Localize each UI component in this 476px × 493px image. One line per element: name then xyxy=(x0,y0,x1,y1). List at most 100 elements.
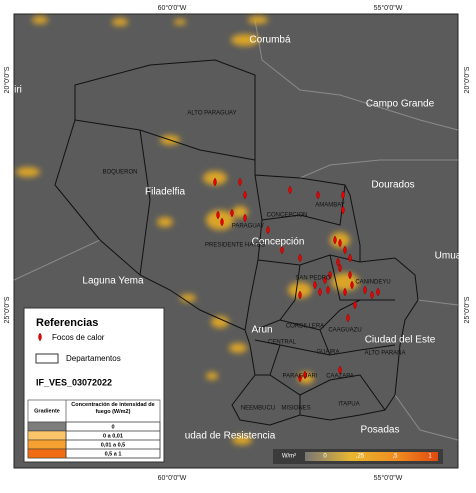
fire-marker xyxy=(298,373,302,383)
place-label: iri xyxy=(14,85,22,96)
foreign-borders xyxy=(13,19,459,441)
place-label: Arun xyxy=(251,325,272,336)
place-label: udad de Resistencia xyxy=(185,431,276,442)
heat-glow xyxy=(288,282,312,298)
legend-item: Focos de calor xyxy=(52,333,105,342)
fire-marker xyxy=(348,270,352,280)
scale-label: 0 xyxy=(323,454,327,460)
color-scale: W/m² 0 ,25 ,5 1 xyxy=(273,449,443,464)
row-cell xyxy=(65,448,161,459)
fire-marker xyxy=(348,253,352,263)
place-label: Campo Grande xyxy=(366,99,435,110)
department-label: MISIONES xyxy=(281,406,310,412)
place-label: Posadas xyxy=(361,425,400,436)
fire-marker xyxy=(370,290,374,300)
coord-label: 25°0'0"S xyxy=(3,296,11,323)
heat-glow xyxy=(206,210,234,230)
fire-marker xyxy=(213,177,217,187)
fire-marker xyxy=(238,177,242,187)
table-row-label: 0 a 0,01 xyxy=(103,433,123,439)
department-label: CANINDEYU xyxy=(355,280,390,286)
gradient-swatch xyxy=(27,430,67,441)
coord-label: 60°0'0"W xyxy=(158,474,187,482)
fire-marker xyxy=(336,257,340,267)
table-row-label: 0,5 a 1 xyxy=(105,451,122,457)
place-label: Concepción xyxy=(252,237,305,248)
table-row-label: 0 xyxy=(111,424,114,430)
fire-marker xyxy=(220,217,224,227)
fire-marker xyxy=(280,245,284,255)
legend-layer: IF_VES_03072022 xyxy=(36,377,112,387)
fire-marker xyxy=(298,253,302,263)
department-label: BOQUERON xyxy=(102,170,137,176)
place-label: Ciudad del Este xyxy=(365,335,436,346)
fire-marker xyxy=(303,370,307,380)
coord-label: 60°0'0"W xyxy=(158,4,187,12)
scale-label: ,25 xyxy=(356,454,365,460)
fire-marker xyxy=(230,208,234,218)
department-label: ITAPUA xyxy=(338,402,359,408)
fire-marker xyxy=(313,280,317,290)
fire-marker xyxy=(338,365,342,375)
heat-glow xyxy=(229,343,247,353)
fire-marker xyxy=(243,190,247,200)
table-header: Concentración de intensidad de fuego (W/… xyxy=(71,402,155,415)
fire-markers xyxy=(213,177,380,383)
fire-marker xyxy=(326,285,330,295)
fire-marker xyxy=(266,225,270,235)
heat-glow xyxy=(231,34,259,46)
heat-glow xyxy=(32,16,48,24)
legend-title: Referencias xyxy=(36,317,98,329)
place-label: Laguna Yema xyxy=(82,276,144,287)
department-label: ALTO PARANA xyxy=(364,351,405,357)
fire-marker xyxy=(341,205,345,215)
heat-glow xyxy=(232,206,248,218)
department-label: ALTO PARAGUAY xyxy=(187,111,236,117)
fire-marker xyxy=(333,235,337,245)
fire-marker xyxy=(216,210,220,220)
fire-marker xyxy=(323,275,327,285)
fire-marker xyxy=(318,287,322,297)
coord-label: 55°0'0"W xyxy=(374,474,403,482)
place-label: Dourados xyxy=(371,180,414,191)
fire-marker xyxy=(298,290,302,300)
department-label: CONCEPCION xyxy=(267,213,308,219)
department-label: PARAGUARI xyxy=(283,374,318,380)
table-header: Gradiente xyxy=(34,408,60,414)
table-row-label: 0,01 a 0,5 xyxy=(101,442,125,448)
fire-marker xyxy=(328,270,332,280)
fire-marker xyxy=(288,185,292,195)
scale-label: ,5 xyxy=(392,454,398,460)
coord-label: 20°0'0"S xyxy=(3,66,11,93)
heat-glow xyxy=(16,167,40,177)
gradient-swatch xyxy=(27,421,67,432)
department-label: CAAGUAZU xyxy=(328,328,361,334)
heat-glow xyxy=(174,19,186,25)
fire-marker xyxy=(346,313,350,323)
fire-marker xyxy=(316,190,320,200)
fire-marker xyxy=(343,245,347,255)
gradient-swatch xyxy=(27,439,67,450)
legend-item: Departamentos xyxy=(66,354,121,363)
heat-glow xyxy=(157,217,173,227)
department-label: GUAIRA xyxy=(316,350,339,356)
fire-marker xyxy=(338,263,342,273)
heat-glow xyxy=(248,16,268,24)
heat-glow xyxy=(112,18,128,26)
legend: Referencias Focos de calor Departamentos… xyxy=(23,307,165,463)
coord-label: 20°0'0"S xyxy=(463,66,471,93)
fire-marker xyxy=(376,287,380,297)
department-label: CENTRAL xyxy=(268,340,297,346)
department-label: AMAMBAY xyxy=(315,203,345,209)
heat-glow xyxy=(206,372,218,380)
fire-marker xyxy=(341,190,345,200)
fire-marker xyxy=(363,285,367,295)
department-label: PRESIDENTE HAYES xyxy=(205,243,265,249)
department-label: PARAGUAY xyxy=(232,224,264,230)
scale-unit: W/m² xyxy=(282,454,296,460)
coord-label: 55°0'0"W xyxy=(374,4,403,12)
coord-label: 25°0'0"S xyxy=(463,296,471,323)
department-label: NEEMBUCU xyxy=(241,406,275,412)
fire-marker xyxy=(353,300,357,310)
